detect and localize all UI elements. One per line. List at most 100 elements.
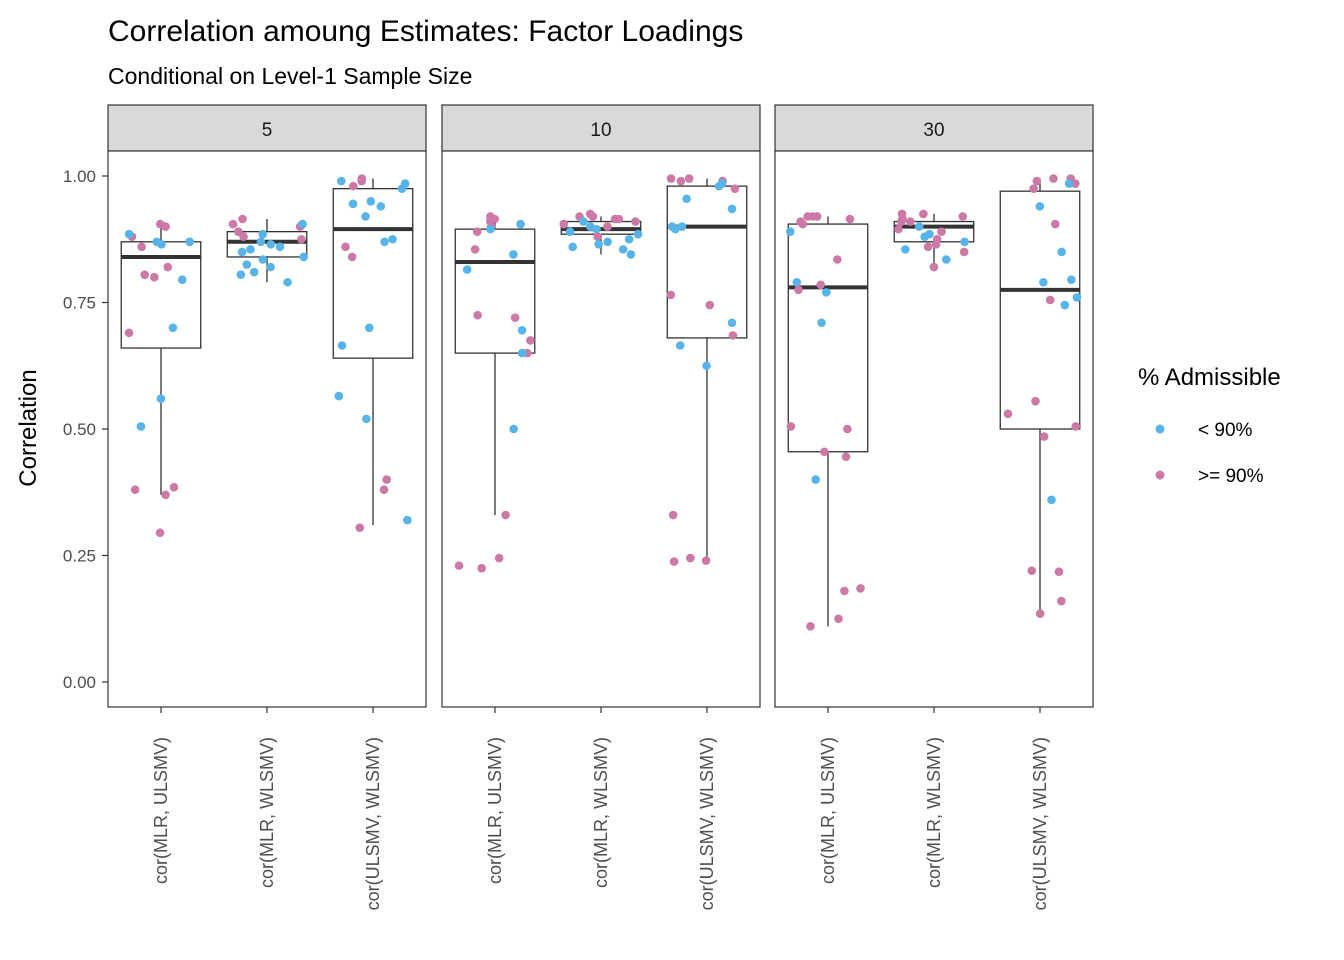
facet-panel: 30 cor(MLR, ULSMV) cor(MLR, WLSMV) cor(ULSM… [774, 104, 1094, 910]
data-point [161, 490, 170, 500]
boxplot [999, 174, 1082, 618]
data-point [361, 212, 370, 221]
data-point [603, 222, 612, 231]
data-point [376, 202, 386, 211]
data-point [501, 510, 510, 520]
legend-items: < 90% >= 90% [1155, 420, 1264, 487]
y-axis: 0.00 0.25 0.50 0.75 1.00 [63, 167, 108, 692]
data-point [364, 323, 374, 333]
data-point [157, 240, 166, 249]
data-point [256, 237, 266, 247]
data-point [517, 326, 527, 335]
data-point [155, 528, 165, 538]
legend-key [1155, 470, 1165, 480]
data-point [568, 242, 577, 252]
data-point [283, 277, 292, 287]
facet-strip [774, 104, 1094, 152]
data-point [1070, 179, 1080, 188]
data-point [239, 232, 248, 242]
data-point [510, 313, 520, 322]
data-point [1047, 495, 1056, 505]
data-point [347, 252, 357, 262]
box [226, 231, 308, 258]
facet-panels: 5 cor(MLR, ULSMV) cor(MLR, WLSMV) cor(ULSMV… [107, 104, 1094, 910]
data-point [1072, 293, 1082, 302]
data-point [820, 447, 829, 457]
box [332, 187, 414, 359]
data-point [124, 229, 134, 239]
data-point [509, 250, 518, 259]
data-point [958, 212, 968, 221]
data-point [684, 174, 694, 183]
facet-strip-label: 10 [590, 120, 611, 141]
x-tick-label: cor(MLR, ULSMV) [151, 737, 171, 884]
facet-panel: 10 cor(MLR, ULSMV) cor(MLR, WLSMV) cor(ULSM… [441, 104, 761, 910]
boxplot [666, 174, 748, 566]
boxplot [559, 209, 643, 259]
data-point [816, 280, 826, 290]
data-point [163, 262, 173, 272]
data-point [798, 219, 807, 229]
data-point [517, 348, 527, 358]
x-tick-label: cor(ULSMV, WLSMV) [363, 737, 383, 910]
legend-title: % Admissible [1138, 364, 1281, 391]
data-point [786, 227, 795, 236]
data-point [671, 224, 680, 234]
data-point [786, 422, 796, 431]
data-point [592, 224, 601, 234]
data-point [633, 229, 643, 239]
data-point [579, 217, 588, 226]
data-point [185, 237, 194, 247]
data-point [705, 300, 715, 310]
data-point [297, 234, 306, 244]
data-point [920, 232, 930, 242]
data-point [169, 482, 179, 492]
data-point [1057, 247, 1066, 257]
y-tick-label: 1.00 [63, 167, 96, 186]
y-tick-label: 0.75 [63, 294, 96, 313]
data-point [792, 277, 802, 287]
x-tick-label: cor(MLR, WLSMV) [257, 737, 277, 888]
data-point [298, 219, 307, 229]
facet-strip-label: 5 [262, 120, 273, 141]
data-point [960, 237, 969, 247]
boxplot [454, 212, 536, 573]
data-point [919, 209, 928, 219]
data-point [337, 341, 347, 350]
data-point [666, 174, 676, 183]
data-point [238, 214, 247, 224]
box [666, 185, 748, 339]
data-point [1003, 409, 1013, 419]
data-point [161, 222, 170, 231]
data-point [266, 240, 276, 249]
data-point [526, 336, 535, 345]
data-point [624, 234, 634, 244]
data-point [1029, 184, 1038, 193]
data-point [136, 422, 146, 431]
data-point [1060, 300, 1070, 310]
data-point [246, 245, 255, 254]
data-point [275, 242, 285, 252]
data-point [357, 176, 366, 186]
data-point [841, 452, 851, 462]
legend-label: >= 90% [1198, 466, 1264, 487]
x-tick-label: cor(ULSMV, WLSMV) [697, 737, 717, 910]
data-point [242, 260, 252, 269]
data-point [1035, 609, 1045, 618]
chart-title: Correlation amoung Estimates: Factor Loa… [108, 15, 743, 48]
data-point [856, 584, 865, 593]
x-tick-label: cor(MLR, ULSMV) [818, 737, 838, 884]
data-point [845, 214, 855, 224]
data-point [941, 255, 951, 264]
data-point [931, 240, 941, 249]
data-point [382, 475, 391, 484]
data-point [379, 485, 389, 495]
data-point [237, 247, 247, 257]
y-tick-label: 0.50 [63, 420, 96, 439]
data-point [588, 212, 598, 221]
data-point [258, 255, 268, 264]
data-point [727, 204, 737, 214]
data-point [177, 275, 187, 285]
data-point [249, 267, 259, 277]
